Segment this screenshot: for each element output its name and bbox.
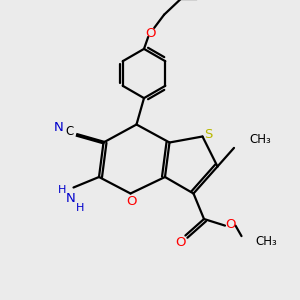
- Text: O: O: [145, 27, 156, 40]
- Text: N: N: [66, 192, 75, 206]
- Text: O: O: [176, 236, 186, 250]
- Text: H: H: [76, 203, 84, 213]
- Text: O: O: [226, 218, 236, 231]
- Text: O: O: [127, 195, 137, 208]
- Text: CH₃: CH₃: [255, 235, 277, 248]
- Text: C: C: [65, 125, 74, 138]
- Text: N: N: [54, 121, 63, 134]
- Text: CH₃: CH₃: [250, 133, 272, 146]
- Text: H: H: [58, 185, 66, 195]
- Text: S: S: [204, 128, 212, 141]
